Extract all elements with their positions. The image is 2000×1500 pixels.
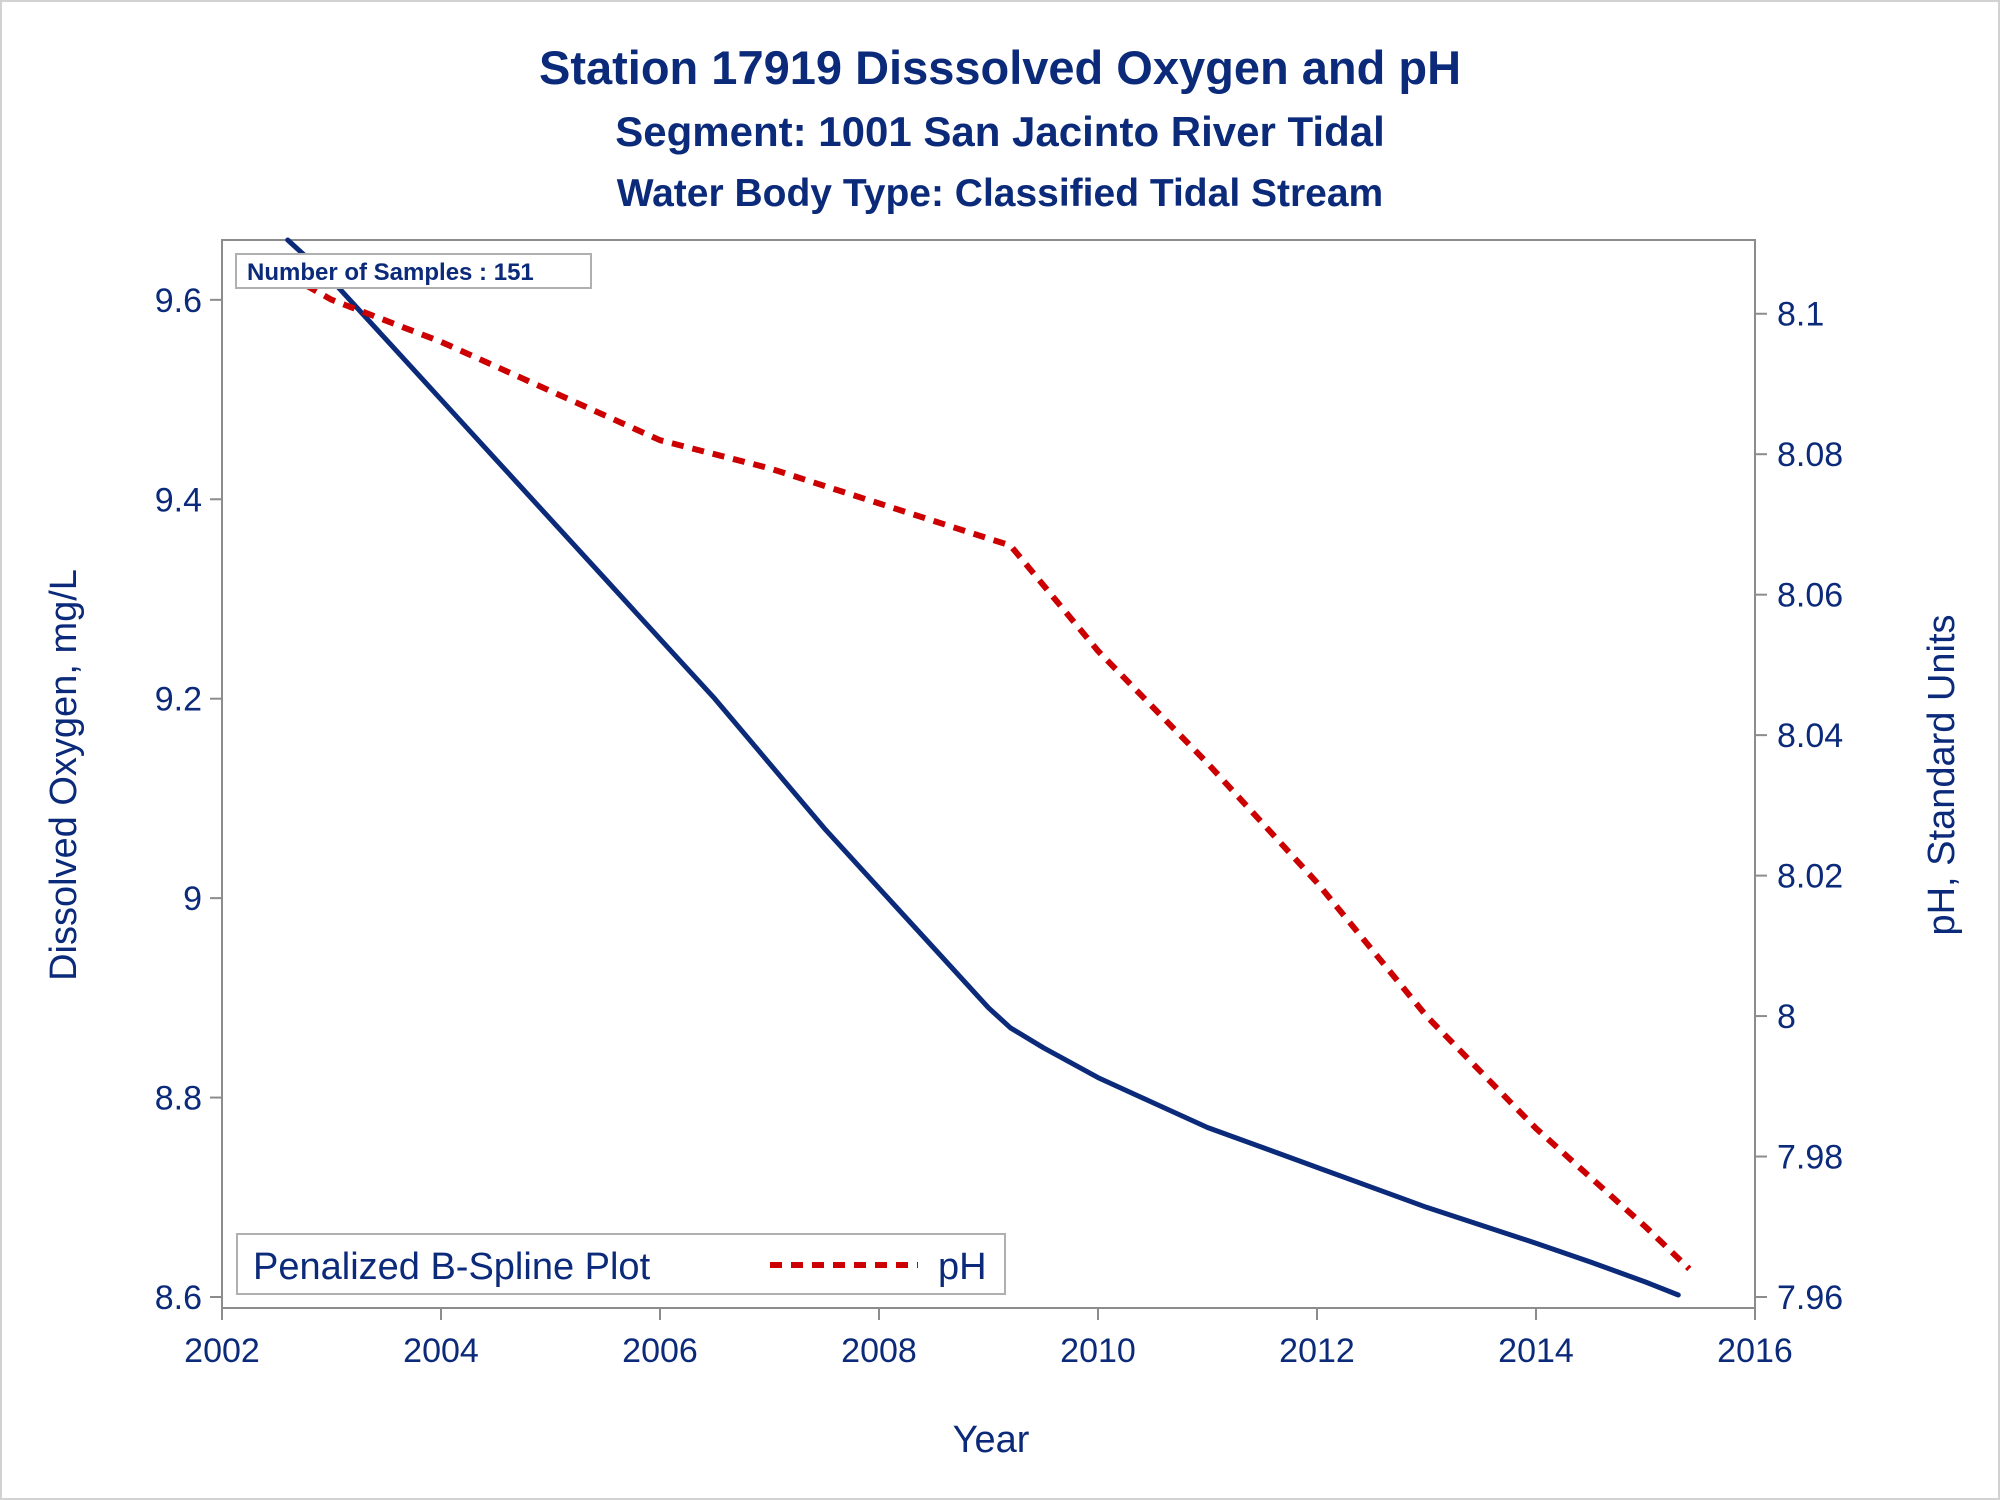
y-axis-label: Dissolved Oxygen, mg/L xyxy=(43,569,85,981)
y2-tick-label: 8.06 xyxy=(1777,577,1843,615)
y-tick-label: 9.2 xyxy=(155,681,202,719)
y2-tick-label: 8.1 xyxy=(1777,296,1824,334)
y2-axis-label: pH, Standard Units xyxy=(1921,614,1963,935)
y2-tick-label: 8 xyxy=(1777,998,1796,1036)
y2-tick-label: 7.98 xyxy=(1777,1139,1843,1177)
plot-area xyxy=(221,239,1756,1309)
x-tick-label: 2012 xyxy=(1279,1332,1355,1370)
y-axis-right: 7.96 7.98 8 8.02 8.04 8.06 8.08 8.1 xyxy=(1755,296,1843,1317)
chart-subtitle-2: Water Body Type: Classified Tidal Stream xyxy=(617,172,1383,215)
y2-tick-label: 8.08 xyxy=(1777,436,1843,474)
x-tick-label: 2016 xyxy=(1717,1332,1793,1370)
sample-count-text: Number of Samples : 151 xyxy=(247,259,534,286)
y2-tick-label: 7.96 xyxy=(1777,1279,1843,1317)
x-tick-label: 2010 xyxy=(1060,1332,1136,1370)
inset-box xyxy=(235,253,592,289)
x-tick-label: 2004 xyxy=(403,1332,479,1370)
chart-subtitle: Segment: 1001 San Jacinto River Tidal xyxy=(615,108,1385,155)
y2-tick-label: 8.04 xyxy=(1777,717,1843,755)
x-tick-label: 2006 xyxy=(622,1332,698,1370)
y-tick-label: 9.4 xyxy=(155,481,202,519)
series-line-ph xyxy=(286,272,1692,1272)
y-axis-left: 8.6 8.8 9 9.2 9.4 9.6 xyxy=(155,282,222,1317)
sample-count-inset: Number of Samples : 151 xyxy=(235,253,592,289)
y-tick-label: 8.8 xyxy=(155,1080,202,1118)
x-axis: 2002 2004 2006 2008 2010 2012 2014 2016 xyxy=(184,1308,1793,1370)
y-tick-label: 9 xyxy=(183,880,202,918)
chart-title: Station 17919 Disssolved Oxygen and pH xyxy=(539,41,1461,94)
legend: Penalized B-Spline Plot pH xyxy=(236,1233,1006,1295)
x-tick-label: 2014 xyxy=(1498,1332,1574,1370)
x-axis-label: Year xyxy=(953,1419,1030,1461)
series-group xyxy=(285,237,1692,1298)
y2-tick-label: 8.02 xyxy=(1777,858,1843,896)
legend-entry-ph: pH xyxy=(938,1246,987,1288)
y-tick-label: 8.6 xyxy=(155,1279,202,1317)
series-line-dissolved-oxygen xyxy=(285,237,1681,1298)
y-tick-label: 9.6 xyxy=(155,282,202,320)
x-tick-label: 2002 xyxy=(184,1332,260,1370)
legend-title: Penalized B-Spline Plot xyxy=(253,1246,651,1288)
x-tick-label: 2008 xyxy=(841,1332,917,1370)
